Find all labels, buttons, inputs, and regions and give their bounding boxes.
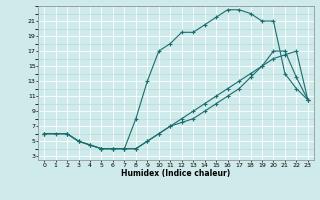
X-axis label: Humidex (Indice chaleur): Humidex (Indice chaleur) bbox=[121, 169, 231, 178]
